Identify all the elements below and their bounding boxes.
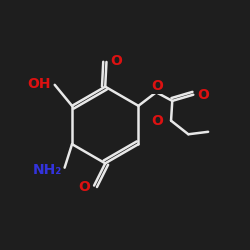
Text: O: O [152, 79, 164, 93]
Text: O: O [78, 180, 90, 194]
Text: O: O [110, 54, 122, 68]
Text: NH₂: NH₂ [33, 163, 62, 177]
Text: O: O [197, 88, 209, 102]
Text: OH: OH [28, 76, 51, 90]
Text: O: O [152, 114, 164, 128]
